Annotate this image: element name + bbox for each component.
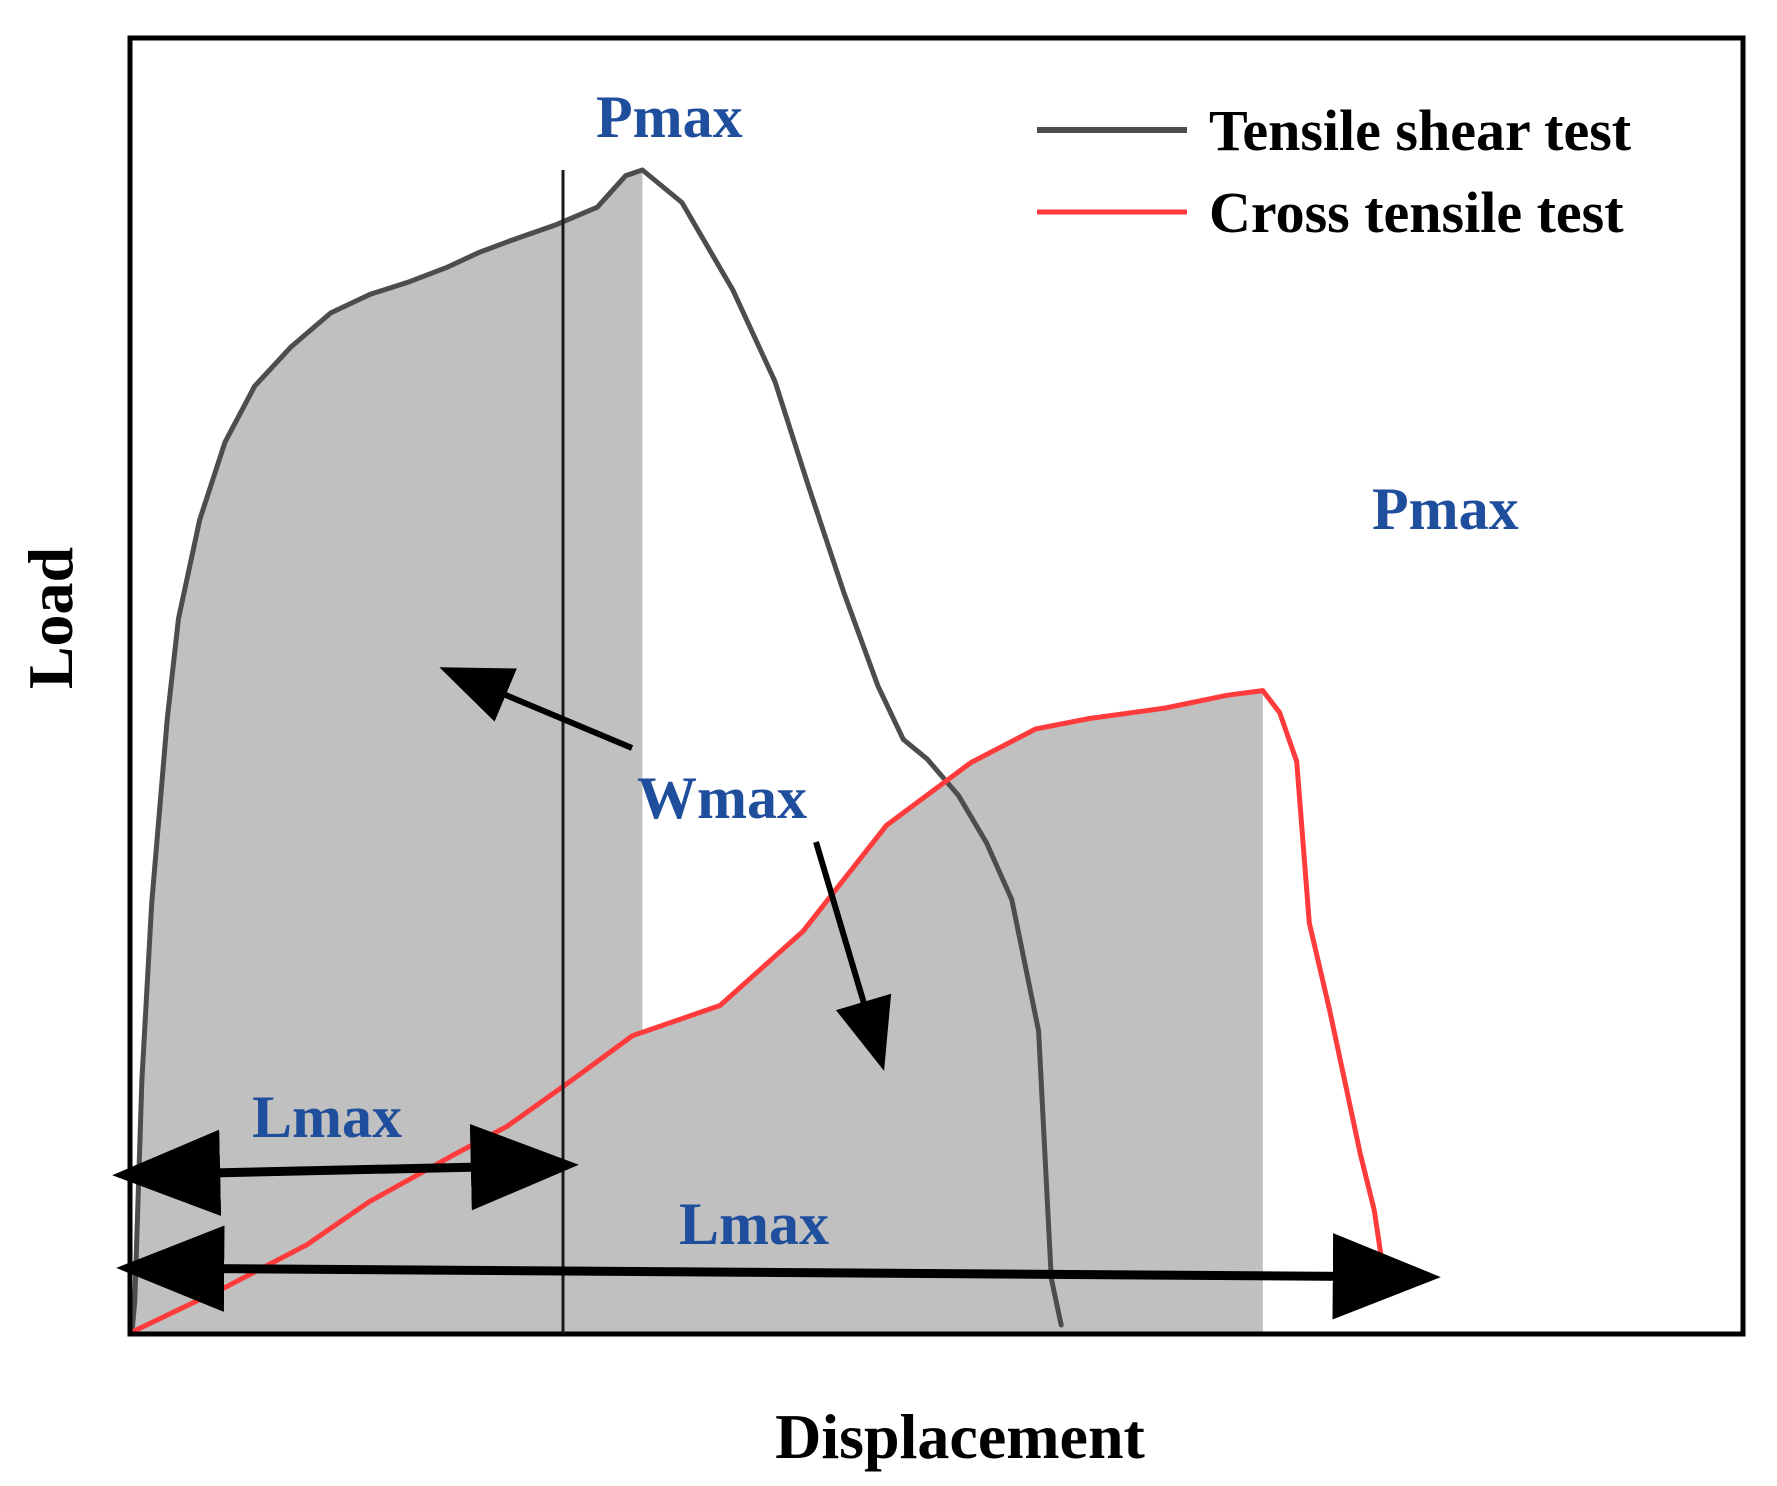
wmax-label: Wmax	[637, 765, 807, 831]
pmax-cross-label: Pmax	[1372, 476, 1519, 542]
lmax-shear-arrow	[112, 1123, 579, 1217]
wmax-arrow-left	[439, 667, 634, 751]
shaded-area-tensile-shear	[132, 170, 643, 1332]
legend-label-cross-tensile: Cross tensile test	[1209, 180, 1624, 245]
lmax-cross-arrow	[116, 1225, 1441, 1320]
lmax-cross-label: Lmax	[679, 1191, 829, 1257]
lmax-shear-label: Lmax	[252, 1084, 402, 1150]
plot-frame	[127, 35, 1746, 1337]
wmax-arrow-right	[813, 841, 892, 1071]
shaded-area-cross-tensile	[132, 690, 1263, 1332]
x-axis-label: Displacement	[775, 1401, 1145, 1472]
y-axis-label: Load	[15, 547, 86, 689]
legend: Tensile shear test Cross tensile test	[1037, 98, 1632, 245]
shaded-area-layer	[132, 170, 1263, 1332]
pmax-shear-label: Pmax	[596, 84, 743, 150]
series-line-tensile-shear	[129, 167, 1064, 1335]
legend-label-tensile-shear: Tensile shear test	[1209, 98, 1632, 163]
